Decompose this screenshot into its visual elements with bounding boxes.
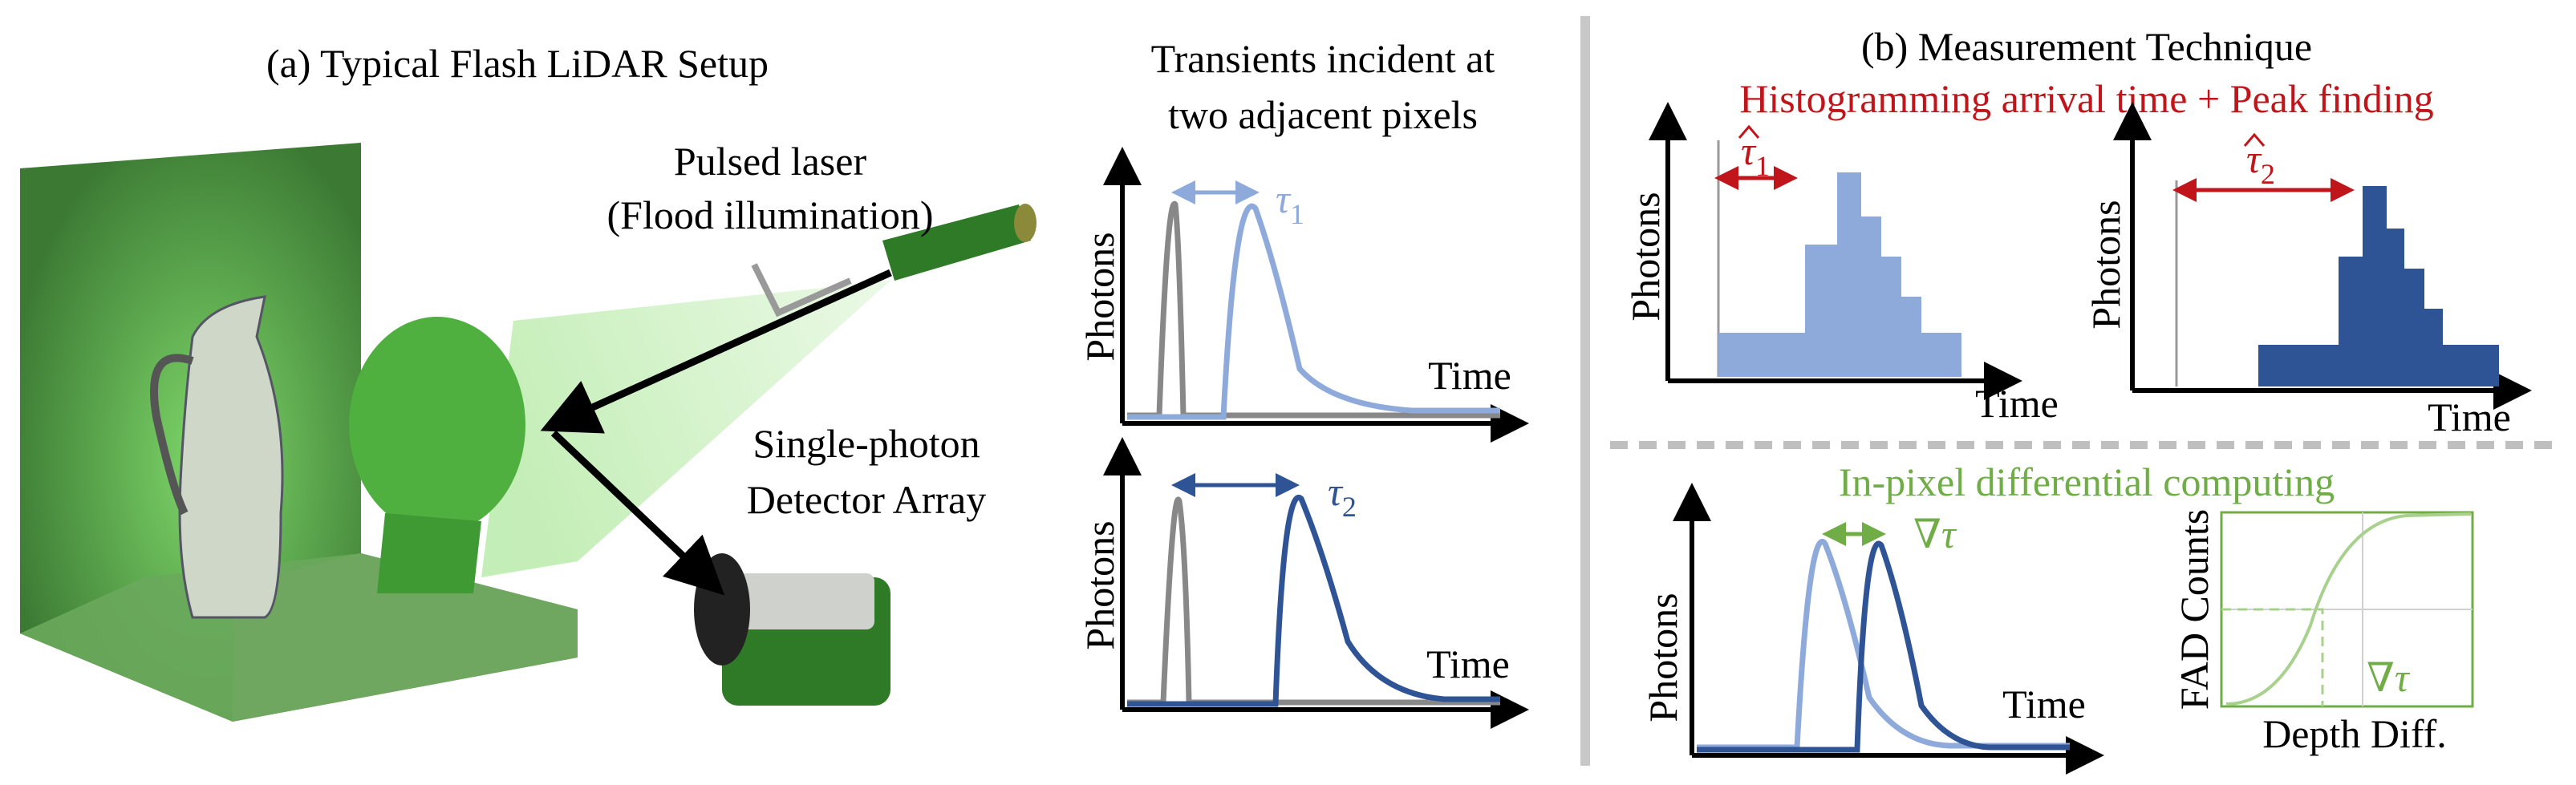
panel-b-subtitle: Histogramming arrival time + Peak findin… xyxy=(1739,76,2434,121)
estimate-label: τ2 xyxy=(2246,136,2275,190)
fad-plot: ∇τ FAD Counts Depth Diff. xyxy=(2172,509,2474,756)
y-label: Photons xyxy=(2083,200,2128,329)
laser xyxy=(882,204,1031,281)
neck xyxy=(377,513,481,593)
x-label: Time xyxy=(1426,641,1510,686)
symbol: τ xyxy=(1276,176,1292,221)
scene xyxy=(20,143,1036,722)
detector-label: Detector Array xyxy=(747,477,986,522)
y-label: Photons xyxy=(1623,192,1668,321)
symbol: τ xyxy=(1328,469,1344,514)
laser-tip xyxy=(1014,204,1036,242)
y-label: Photons xyxy=(1077,232,1122,361)
panel-a-title: (a) Typical Flash LiDAR Setup xyxy=(266,41,769,86)
fad-guide xyxy=(2221,608,2324,706)
histogram-bars xyxy=(2258,186,2499,386)
histogram-bars xyxy=(1718,172,1961,377)
y-label: FAD Counts xyxy=(2172,509,2217,710)
delay-label: τ1 xyxy=(1276,176,1304,230)
camera-top xyxy=(738,573,874,629)
histogram: τ1 Photons Time xyxy=(1623,102,2059,426)
detector-label: Single-photon xyxy=(753,421,980,466)
fad-curve xyxy=(2225,512,2472,706)
pulse-a xyxy=(1697,539,2070,751)
x-label: Time xyxy=(2002,682,2086,726)
return-pulse xyxy=(1127,203,1500,420)
light-cone xyxy=(481,281,890,577)
x-label: Depth Diff. xyxy=(2262,711,2447,756)
reference-pulse xyxy=(1127,200,1500,419)
transient-plot: τ1 Photons Time xyxy=(1077,147,1529,443)
jug xyxy=(178,295,284,619)
fad-delta-label: ∇τ xyxy=(2367,655,2411,700)
delay-label: τ2 xyxy=(1328,469,1357,523)
jug-handle xyxy=(150,354,194,516)
head xyxy=(349,317,525,533)
x-label: Time xyxy=(1428,353,1511,398)
differential-plot: ∇τ Photons Time xyxy=(1641,483,2104,775)
transient-plot: τ2 Photons Time xyxy=(1077,437,1529,729)
hat xyxy=(1738,124,1760,139)
laser-label: (Flood illumination) xyxy=(607,192,934,237)
subscript: 1 xyxy=(1290,198,1304,230)
reference-pulse xyxy=(1127,496,1500,706)
transients-title: Transients incident at xyxy=(1151,36,1495,81)
differential-title: In-pixel differential computing xyxy=(1839,459,2335,504)
symbol: τ xyxy=(2246,136,2262,181)
y-label: Photons xyxy=(1077,520,1122,649)
subscript: 2 xyxy=(1342,491,1357,523)
arrow-laser xyxy=(540,269,892,434)
subscript: 1 xyxy=(1755,150,1770,182)
pulse-b xyxy=(1697,540,2070,753)
laser-mount xyxy=(751,263,852,318)
x-label: Time xyxy=(2428,395,2511,439)
subscript: 2 xyxy=(2261,158,2275,190)
estimate-label: τ1 xyxy=(1741,128,1770,182)
floor xyxy=(20,553,578,722)
symbol: τ xyxy=(1741,128,1757,173)
return-pulse xyxy=(1127,494,1500,707)
histogram: τ2 Photons Time xyxy=(2083,102,2532,439)
x-label: Time xyxy=(1975,381,2059,426)
transients-title: two adjacent pixels xyxy=(1168,92,1478,137)
panel-b-title: (b) Measurement Technique xyxy=(1861,24,2312,69)
hat xyxy=(2243,132,2266,147)
arrow-return xyxy=(550,430,725,596)
laser-label: Pulsed laser xyxy=(674,139,867,184)
delta-label: ∇τ xyxy=(1913,512,1957,556)
y-label: Photons xyxy=(1641,593,1686,722)
